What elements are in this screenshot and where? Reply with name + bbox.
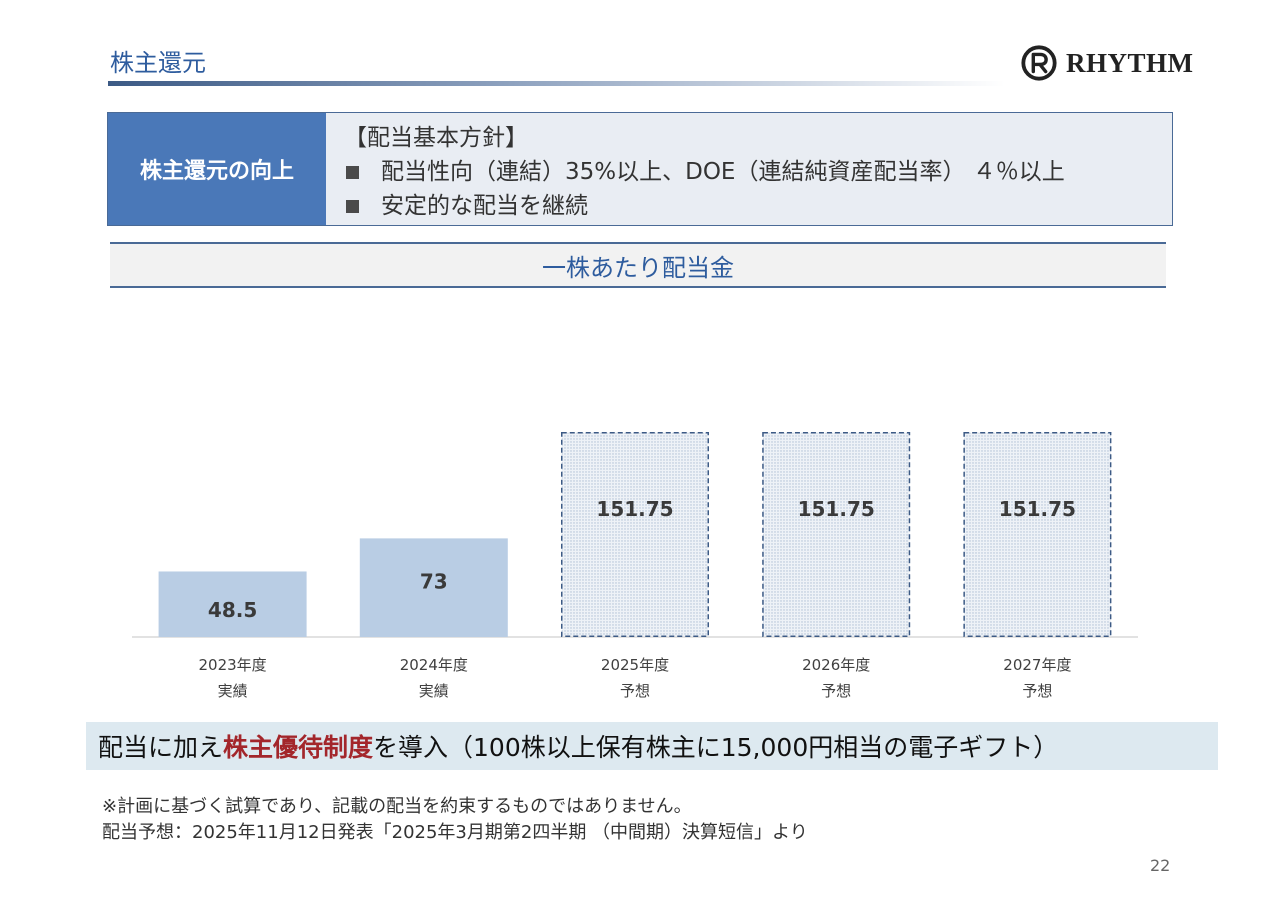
policy-body: 【配当基本方針】 配当性向（連結）35%以上、DOE（連結純資産配当率） ４％以… bbox=[326, 113, 1065, 225]
x-axis-tick-line: 実績 bbox=[217, 682, 248, 700]
x-axis-tick-line: 2026年度 bbox=[802, 656, 871, 674]
logo-text: RHYTHM bbox=[1066, 47, 1194, 78]
policy-line: 【配当基本方針】 bbox=[344, 121, 1065, 155]
x-axis-tick-label: 2027年度 予想 bbox=[962, 652, 1112, 704]
policy-line: 安定的な配当を継続 bbox=[344, 189, 1065, 223]
disclaimer-note: ※計画に基づく試算であり、記載の配当を約束するものではありません。 bbox=[102, 796, 692, 817]
company-logo: RHYTHM bbox=[1020, 43, 1194, 83]
policy-line-text: 安定的な配当を継続 bbox=[381, 193, 588, 219]
bar-value-label: 151.75 bbox=[596, 497, 673, 521]
x-axis-tick-line: 実績 bbox=[418, 682, 449, 700]
dividend-policy-box: 株主還元の向上 【配当基本方針】 配当性向（連結）35%以上、DOE（連結純資産… bbox=[107, 112, 1173, 226]
x-axis-tick-line: 予想 bbox=[619, 682, 650, 700]
actual-bar bbox=[158, 571, 307, 637]
square-bullet-icon bbox=[346, 165, 359, 179]
x-axis-tick-label: 2026年度 予想 bbox=[761, 652, 911, 704]
policy-line-text: 【配当基本方針】 bbox=[344, 125, 528, 151]
x-axis-tick-line: 予想 bbox=[1022, 682, 1053, 700]
x-axis-tick-line: 2023年度 bbox=[198, 656, 267, 674]
x-axis-tick-label: 2025年度 予想 bbox=[560, 652, 710, 704]
rhythm-r-logo-icon bbox=[1021, 45, 1057, 81]
forecast-bar bbox=[561, 432, 709, 637]
source-note: 配当予想：2025年11月12日発表「2025年3月期第2四半期 （中間期）決算… bbox=[102, 822, 808, 843]
bar-value-label: 151.75 bbox=[798, 497, 875, 521]
policy-line: 配当性向（連結）35%以上、DOE（連結純資産配当率） ４％以上 bbox=[344, 155, 1065, 189]
perk-highlight: 株主優待制度 bbox=[223, 733, 374, 762]
page-title: 株主還元 bbox=[110, 49, 206, 77]
title-underline bbox=[108, 81, 1005, 86]
bar-value-label: 151.75 bbox=[999, 497, 1076, 521]
x-axis-tick-line: 2027年度 bbox=[1003, 656, 1072, 674]
x-axis-tick-line: 予想 bbox=[821, 682, 852, 700]
bar-value-label: 48.5 bbox=[208, 598, 257, 622]
policy-heading: 株主還元の向上 bbox=[108, 113, 326, 225]
policy-line-text: 配当性向（連結）35%以上、DOE（連結純資産配当率） ４％以上 bbox=[381, 159, 1065, 185]
page-number: 22 bbox=[1150, 856, 1171, 875]
forecast-bar bbox=[762, 432, 911, 637]
actual-bar bbox=[359, 538, 508, 637]
perk-prefix: 配当に加え bbox=[98, 733, 224, 762]
bar-value-label: 73 bbox=[420, 569, 448, 593]
x-axis-tick-line: 2024年度 bbox=[399, 656, 468, 674]
x-axis-tick-label: 2024年度 実績 bbox=[359, 652, 509, 704]
x-axis-tick-label: 2023年度 実績 bbox=[158, 652, 308, 704]
chart-title: 一株あたり配当金 bbox=[110, 242, 1166, 288]
x-axis-tick-line: 2025年度 bbox=[600, 656, 670, 674]
forecast-bar bbox=[963, 432, 1112, 637]
square-bullet-icon bbox=[346, 199, 359, 213]
shareholder-benefit-banner: 配当に加え 株主優待制度 を導入（100株以上保有株主に15,000円相当の電子ギフ… bbox=[86, 722, 1218, 770]
perk-suffix: を導入（100株以上保有株主に15,000円相当の電子ギフト） bbox=[373, 733, 1059, 762]
